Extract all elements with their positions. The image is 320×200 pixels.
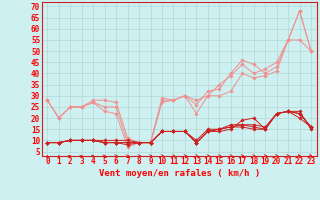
- X-axis label: Vent moyen/en rafales ( km/h ): Vent moyen/en rafales ( km/h ): [99, 169, 260, 178]
